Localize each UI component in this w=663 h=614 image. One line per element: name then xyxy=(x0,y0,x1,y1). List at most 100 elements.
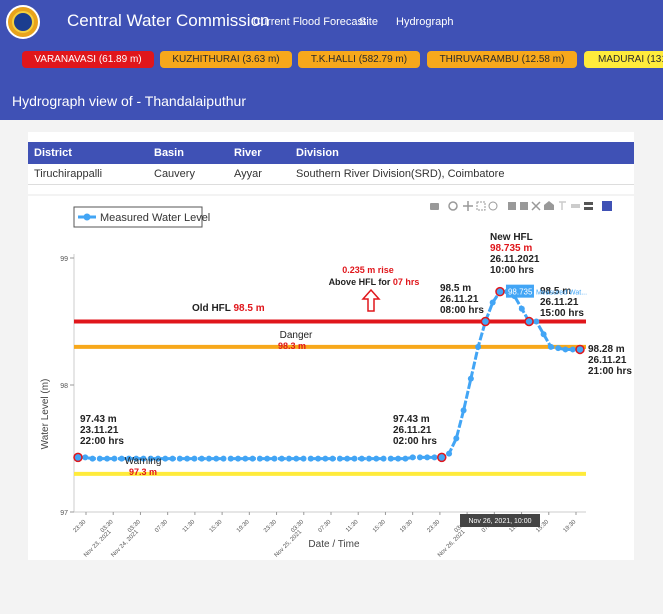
x-hover-label: Nov 26, 2021, 10:00 xyxy=(468,518,531,525)
nav-hydrograph[interactable]: Hydrograph xyxy=(396,16,454,28)
data-point[interactable] xyxy=(300,455,307,462)
data-point[interactable] xyxy=(220,455,227,462)
camera-icon[interactable] xyxy=(430,203,439,210)
data-point[interactable] xyxy=(416,454,423,461)
ticker-item-thiruvarambu[interactable]: THIRUVARAMBU (12.58 m) xyxy=(427,51,577,68)
data-point[interactable] xyxy=(336,455,343,462)
data-point[interactable] xyxy=(140,455,147,462)
data-point[interactable] xyxy=(533,318,540,325)
data-point[interactable] xyxy=(329,455,336,462)
chart-legend[interactable]: Measured Water Level xyxy=(73,206,210,228)
data-point[interactable] xyxy=(344,455,351,462)
zoom-icon[interactable] xyxy=(448,201,458,211)
data-point[interactable] xyxy=(118,455,125,462)
data-point[interactable] xyxy=(387,455,394,462)
highlighted-point[interactable] xyxy=(73,452,83,463)
ticker-item-kuzhithurai[interactable]: KUZHITHURAI (3.63 m) xyxy=(160,51,292,68)
nav-site[interactable]: Site xyxy=(359,16,378,28)
data-point[interactable] xyxy=(453,435,460,442)
data-point[interactable] xyxy=(111,455,118,462)
data-point[interactable] xyxy=(322,455,329,462)
annotation-hfl-exit-line: 15:00 hrs xyxy=(540,308,584,319)
data-point[interactable] xyxy=(235,455,242,462)
data-point[interactable] xyxy=(358,455,365,462)
pan-icon[interactable] xyxy=(463,201,473,211)
data-point[interactable] xyxy=(89,455,96,462)
data-point[interactable] xyxy=(264,455,271,462)
data-point[interactable] xyxy=(409,454,416,461)
data-point[interactable] xyxy=(198,455,205,462)
lasso-select-icon[interactable] xyxy=(488,201,498,211)
data-point[interactable] xyxy=(285,455,292,462)
data-point[interactable] xyxy=(460,407,467,414)
data-point[interactable] xyxy=(278,455,285,462)
data-point[interactable] xyxy=(540,331,547,338)
data-point[interactable] xyxy=(82,454,89,461)
data-point[interactable] xyxy=(547,343,554,350)
data-point[interactable] xyxy=(489,299,496,306)
nav-current-flood-forecast[interactable]: Current Flood Forecast xyxy=(253,16,367,28)
old-hfl-label: Old HFL 98.5 m xyxy=(192,303,265,314)
data-point[interactable] xyxy=(293,455,300,462)
data-point[interactable] xyxy=(424,454,431,461)
data-point[interactable] xyxy=(395,455,402,462)
data-point[interactable] xyxy=(351,455,358,462)
box-select-icon[interactable] xyxy=(476,201,486,211)
data-point[interactable] xyxy=(446,450,453,457)
data-point[interactable] xyxy=(227,455,234,462)
data-point[interactable] xyxy=(307,455,314,462)
data-point[interactable] xyxy=(96,455,103,462)
data-point[interactable] xyxy=(431,454,438,461)
data-point[interactable] xyxy=(366,455,373,462)
highlighted-point[interactable] xyxy=(480,316,491,327)
data-point[interactable] xyxy=(380,455,387,462)
ticker-item-madurai[interactable]: MADURAI (131.0 xyxy=(584,51,663,68)
hover-compare-icon[interactable] xyxy=(584,202,593,205)
data-point[interactable] xyxy=(402,455,409,462)
data-point[interactable] xyxy=(569,346,576,353)
brand-title[interactable]: Central Water Commission xyxy=(67,11,270,30)
spike-lines-icon[interactable] xyxy=(559,201,566,210)
data-point[interactable] xyxy=(562,346,569,353)
highlighted-point[interactable] xyxy=(524,316,534,327)
data-point[interactable] xyxy=(467,375,474,382)
x-tick-label: 19:30 xyxy=(236,519,251,534)
data-point[interactable] xyxy=(249,455,256,462)
autoscale-icon[interactable] xyxy=(531,201,541,211)
data-point[interactable] xyxy=(242,455,249,462)
data-point[interactable] xyxy=(518,305,525,312)
cwc-logo[interactable] xyxy=(6,5,40,39)
highlighted-point[interactable] xyxy=(495,286,505,297)
data-point[interactable] xyxy=(125,455,132,462)
zoom-in-icon[interactable] xyxy=(508,202,516,210)
data-point[interactable] xyxy=(256,455,263,462)
hover-closest-icon[interactable] xyxy=(571,204,580,208)
tooltip-box xyxy=(505,284,534,298)
x-tick-label: 11:30 xyxy=(182,519,197,534)
data-point[interactable] xyxy=(162,455,169,462)
zoom-out-icon[interactable] xyxy=(520,202,528,210)
data-point[interactable] xyxy=(315,455,322,462)
data-point[interactable] xyxy=(373,455,380,462)
data-point[interactable] xyxy=(104,455,111,462)
x-axis-label: Date / Time xyxy=(308,539,360,550)
data-point[interactable] xyxy=(191,455,198,462)
data-point[interactable] xyxy=(147,455,154,462)
ticker-item-varanavasi[interactable]: VARANAVASI (61.89 m) xyxy=(22,51,154,68)
data-point[interactable] xyxy=(271,455,278,462)
data-point[interactable] xyxy=(475,343,482,350)
ticker-item-tk-halli[interactable]: T.K.HALLI (582.79 m) xyxy=(298,51,420,68)
data-point[interactable] xyxy=(155,455,162,462)
data-point[interactable] xyxy=(169,455,176,462)
data-point[interactable] xyxy=(213,455,220,462)
cell-district: Tiruchirappalli xyxy=(28,164,148,185)
data-point[interactable] xyxy=(133,455,140,462)
highlighted-point[interactable] xyxy=(575,344,585,355)
data-point[interactable] xyxy=(205,455,212,462)
data-point[interactable] xyxy=(555,345,562,352)
highlighted-point[interactable] xyxy=(437,452,447,463)
data-point[interactable] xyxy=(176,455,183,462)
data-point[interactable] xyxy=(184,455,191,462)
plotly-logo-icon[interactable] xyxy=(602,201,612,211)
home-icon[interactable] xyxy=(544,201,554,210)
